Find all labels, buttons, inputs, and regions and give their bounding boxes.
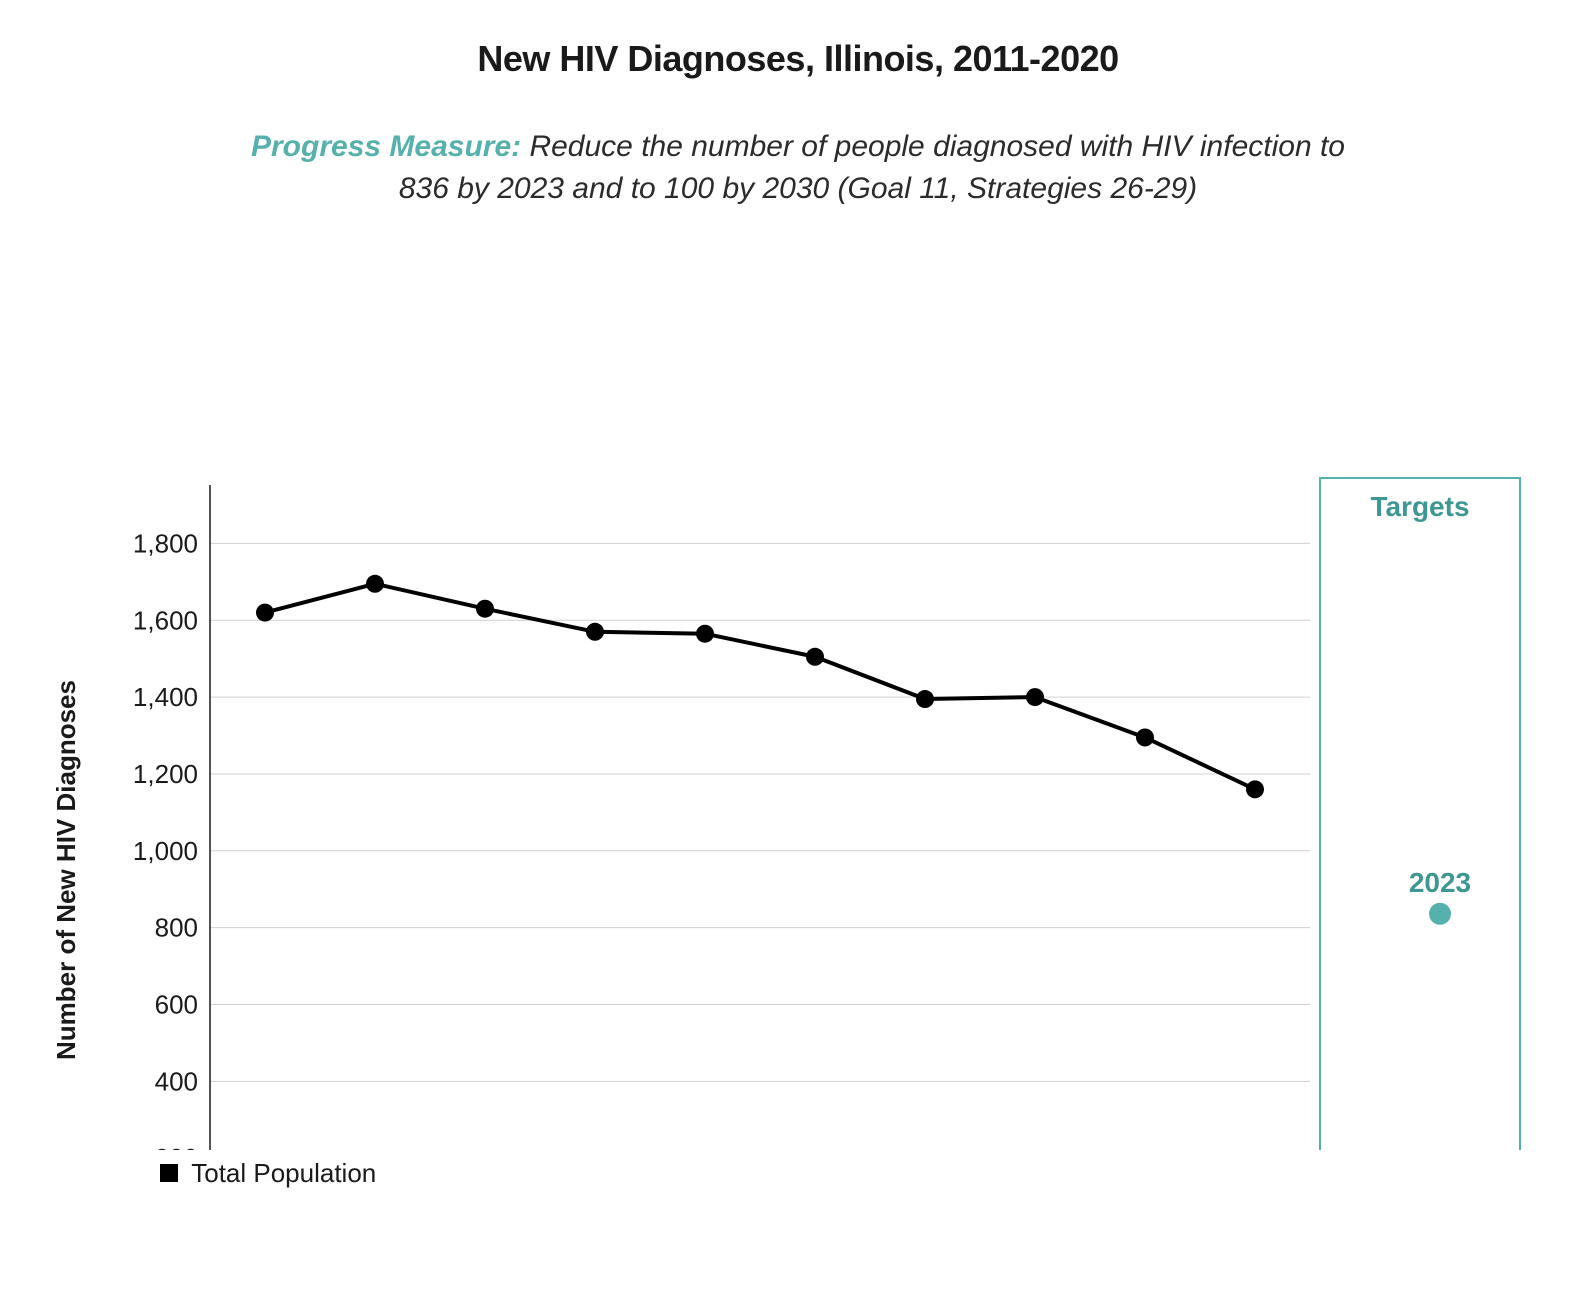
y-tick-label: 1,600	[133, 605, 198, 635]
y-axis-label: Number of New HIV Diagnoses	[51, 680, 81, 1060]
data-point	[1246, 780, 1264, 798]
chart-subtitle: Progress Measure: Reduce the number of p…	[30, 126, 1566, 210]
subtitle-lead: Progress Measure:	[251, 130, 521, 163]
data-point	[366, 575, 384, 593]
y-tick-label: 1,400	[133, 682, 198, 712]
data-point	[806, 648, 824, 666]
chart-title: New HIV Diagnoses, Illinois, 2011-2020	[30, 38, 1566, 80]
targets-box	[1320, 478, 1520, 1150]
data-point	[586, 623, 604, 641]
y-tick-label: 1,800	[133, 528, 198, 558]
y-tick-label: 600	[155, 989, 198, 1019]
y-tick-label: 1,000	[133, 836, 198, 866]
y-tick-label: 400	[155, 1066, 198, 1096]
y-tick-label: 1,200	[133, 759, 198, 789]
subtitle-rest-1: Reduce the number of people diagnosed wi…	[521, 130, 1345, 163]
data-point	[916, 690, 934, 708]
y-tick-label: 200	[155, 1143, 198, 1150]
target-marker	[1429, 903, 1451, 925]
data-point	[256, 604, 274, 622]
data-point	[476, 600, 494, 618]
legend-label: Total Population	[191, 1158, 376, 1189]
series-line	[265, 584, 1255, 790]
line-chart: 02004006008001,0001,2001,4001,6001,80020…	[30, 230, 1566, 1150]
subtitle-rest-2: 836 by 2023 and to 100 by 2030 (Goal 11,…	[399, 172, 1197, 205]
legend-swatch	[160, 1164, 178, 1182]
data-point	[1136, 728, 1154, 746]
targets-title: Targets	[1370, 491, 1469, 522]
target-label: 2023	[1409, 867, 1471, 898]
data-point	[1026, 688, 1044, 706]
chart-container: New HIV Diagnoses, Illinois, 2011-2020 P…	[30, 38, 1566, 1276]
y-tick-label: 800	[155, 913, 198, 943]
data-point	[696, 625, 714, 643]
legend: Total Population	[160, 1156, 1566, 1189]
